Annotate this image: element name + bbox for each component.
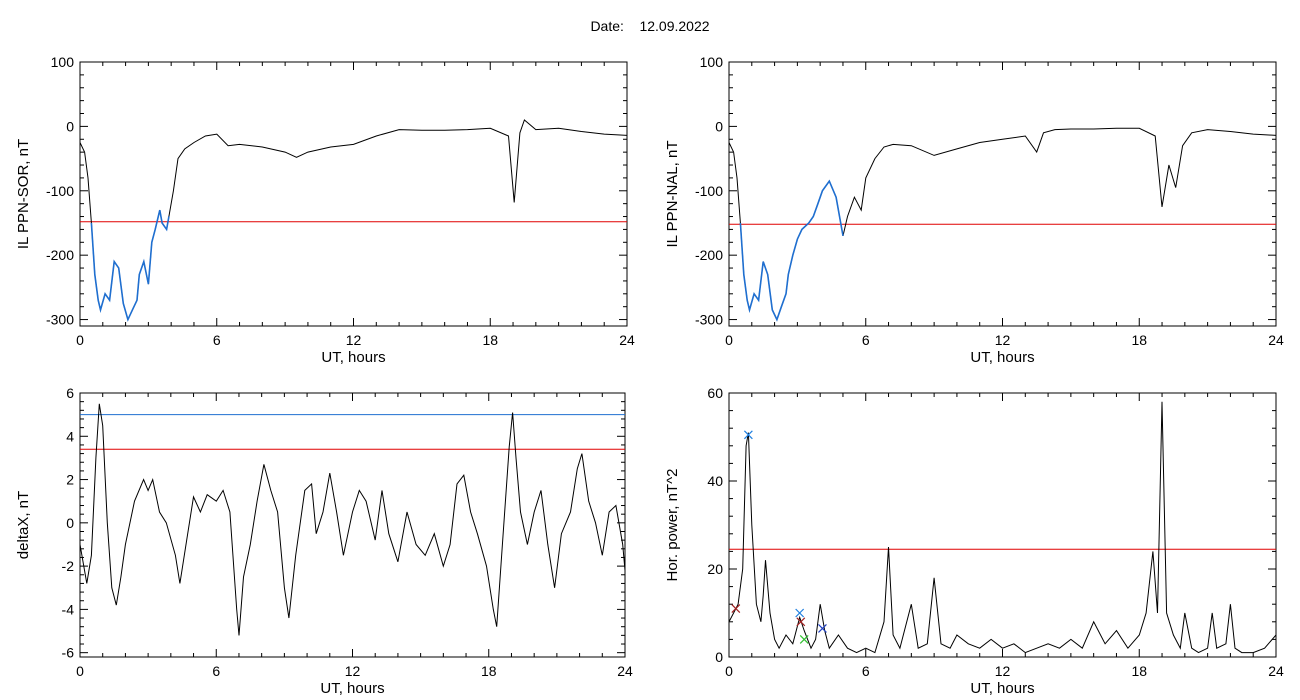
highlight-segment: [739, 179, 844, 322]
y-tick-label: -100: [695, 183, 723, 199]
y-tick-label: 60: [707, 385, 723, 401]
chart-panel-1: 0 6 12 18 24 -300 -200 -100 0 100 UT, hours IL PPN-…: [15, 54, 635, 366]
x-tick-label: 12: [345, 663, 361, 679]
y-tick-label: -4: [62, 601, 75, 617]
y-tick-label: -6: [62, 645, 75, 661]
x-tick-label: 0: [725, 332, 733, 348]
x-axis-title: UT, hours: [970, 349, 1034, 366]
plot-frame: [79, 61, 628, 327]
plot-frame: [728, 61, 1277, 327]
x-tick-label: 12: [995, 332, 1011, 348]
x-tick-label: 24: [1268, 332, 1284, 348]
x-axis-title: UT, hours: [321, 349, 385, 366]
x-marker-stroke: [796, 617, 806, 627]
x-tick-label: 24: [619, 332, 635, 348]
x-tick-label: 24: [1268, 663, 1284, 679]
plot-frame: [728, 392, 1277, 658]
chart-header: Date: 12.09.2022: [0, 18, 1300, 34]
x-tick-label: 24: [617, 663, 633, 679]
y-tick-label: -300: [695, 312, 723, 328]
y-tick-label: -200: [695, 247, 723, 263]
y-axis-title: IL PPN-NAL, nT: [664, 141, 681, 248]
x-marker-stroke: [818, 623, 827, 633]
x-marker: [818, 623, 827, 633]
x-tick-label: 0: [76, 663, 84, 679]
x-tick-label: 18: [481, 663, 497, 679]
chart-panel-2: 0 6 12 18 24 -300 -200 -100 0 100 UT, hours IL PPN-…: [664, 54, 1284, 366]
x-tick-label: 18: [482, 332, 498, 348]
highlight-segment: [90, 209, 170, 322]
y-axis-title: IL PPN-SOR, nT: [15, 139, 32, 249]
x-marker: [795, 608, 805, 618]
y-axis-title: Hor. power, nT^2: [664, 469, 681, 582]
y-tick-label: 0: [66, 118, 74, 134]
y-tick-label: 6: [66, 385, 74, 401]
y-tick-label: -300: [46, 312, 74, 328]
x-tick-label: 12: [346, 332, 362, 348]
x-tick-label: 0: [725, 663, 733, 679]
chart-panel-4: 0 6 12 18 24 0 20 40 60 UT, hours Hor. power, nT^2: [664, 385, 1284, 697]
x-axis-title: UT, hours: [970, 680, 1034, 697]
date-value: 12.09.2022: [639, 18, 710, 34]
x-marker: [796, 617, 806, 627]
y-tick-label: 0: [715, 649, 723, 665]
x-tick-label: 6: [862, 663, 870, 679]
x-tick-label: 6: [862, 332, 870, 348]
x-axis-title: UT, hours: [320, 680, 384, 697]
x-marker-stroke: [799, 634, 809, 644]
y-tick-label: 100: [51, 54, 75, 70]
x-marker: [731, 604, 741, 614]
x-marker: [743, 430, 753, 440]
x-marker-stroke: [795, 608, 805, 618]
y-tick-label: -2: [62, 558, 75, 574]
x-tick-label: 18: [1131, 663, 1147, 679]
y-tick-label: 0: [715, 118, 723, 134]
y-tick-label: 20: [707, 561, 723, 577]
x-tick-label: 12: [995, 663, 1011, 679]
x-tick-label: 6: [212, 663, 220, 679]
y-tick-label: 4: [66, 428, 74, 444]
y-tick-label: 40: [707, 473, 723, 489]
x-tick-label: 18: [1131, 332, 1147, 348]
x-marker: [799, 634, 809, 644]
x-tick-label: 6: [213, 332, 221, 348]
x-tick-label: 0: [76, 332, 84, 348]
plot-frame: [79, 392, 626, 658]
date-label: Date:: [590, 18, 624, 34]
y-axis-title: deltaX, nT: [15, 491, 32, 559]
x-marker-stroke: [731, 604, 741, 614]
y-tick-label: 100: [700, 54, 724, 70]
y-tick-label: 2: [66, 472, 74, 488]
x-marker-stroke: [743, 430, 753, 440]
series-line: [80, 403, 625, 636]
series-line: [729, 401, 1276, 654]
y-tick-label: -200: [46, 247, 74, 263]
y-tick-label: -100: [46, 183, 74, 199]
y-tick-label: 0: [66, 515, 74, 531]
